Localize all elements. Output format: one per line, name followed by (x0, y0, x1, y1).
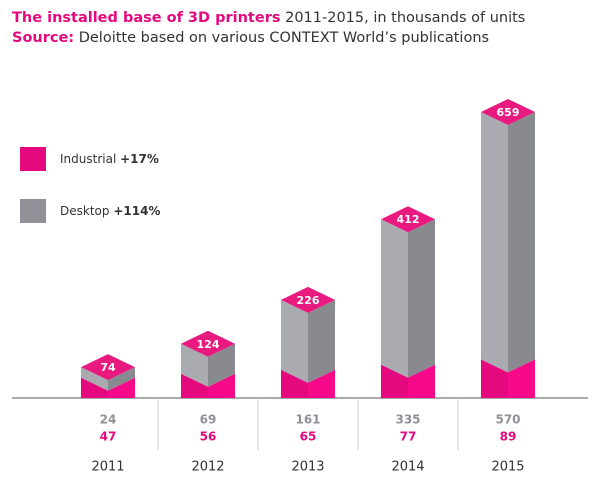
bar-left-face (481, 359, 508, 398)
x-tick-label: 2011 (91, 460, 124, 475)
bar-right-face (308, 299, 335, 383)
x-tick-label: 2015 (491, 460, 524, 475)
total-label: 74 (100, 361, 116, 374)
industrial-value: 47 (100, 430, 117, 444)
bar-left-face (381, 364, 408, 398)
bar-top (281, 286, 335, 313)
bar-left-face (81, 377, 108, 398)
legend-growth: +114% (113, 204, 160, 218)
bar-left-face (281, 299, 308, 383)
desktop-value: 570 (495, 413, 520, 427)
legend-label: Desktop +114% (60, 204, 160, 218)
bar-left-face (81, 367, 108, 391)
bar-left-face (181, 343, 208, 387)
legend-swatch (20, 147, 46, 171)
industrial-value: 77 (400, 430, 417, 444)
legend-growth: +17% (120, 152, 159, 166)
source-text: Deloitte based on various CONTEXT World’… (79, 30, 489, 46)
industrial-value: 65 (300, 430, 317, 444)
title: The installed base of 3D printers 2011-2… (12, 10, 525, 26)
x-tick-label: 2013 (291, 460, 324, 475)
legend-name: Desktop (60, 204, 110, 218)
desktop-value: 161 (295, 413, 320, 427)
bar-right-face (408, 219, 435, 378)
bar-right-face (208, 373, 235, 398)
industrial-value: 89 (500, 430, 517, 444)
x-tick-label: 2012 (191, 460, 224, 475)
desktop-value: 24 (100, 413, 117, 427)
total-label: 659 (497, 106, 520, 119)
bar-top (381, 206, 435, 233)
industrial-value: 56 (200, 430, 217, 444)
source: Source: Deloitte based on various CONTEX… (12, 30, 489, 46)
desktop-value: 335 (395, 413, 420, 427)
total-label: 124 (197, 338, 220, 351)
bar-left-face (281, 369, 308, 398)
bar-top (181, 330, 235, 357)
title-rest: 2011-2015, in thousands of units (285, 10, 525, 26)
bar-right-face (308, 369, 335, 398)
total-label: 226 (297, 294, 320, 307)
bar-top (81, 354, 135, 381)
x-tick-label: 2014 (391, 460, 424, 475)
bar-top (481, 98, 535, 125)
legend-name: Industrial (60, 152, 116, 166)
legend-swatch (20, 199, 46, 223)
bar-right-face (508, 111, 535, 373)
bar-right-face (208, 343, 235, 387)
legend-label: Industrial +17% (60, 152, 159, 166)
bar-left-face (381, 219, 408, 378)
bar-right-face (108, 367, 135, 391)
desktop-value: 69 (200, 413, 217, 427)
bar-right-face (508, 359, 535, 398)
title-bold: The installed base of 3D printers (12, 10, 280, 26)
bar-left-face (481, 111, 508, 373)
bar-right-face (408, 364, 435, 398)
total-label: 412 (397, 213, 420, 226)
source-label: Source: (12, 30, 74, 46)
bar-left-face (181, 373, 208, 398)
bar-right-face (108, 377, 135, 398)
